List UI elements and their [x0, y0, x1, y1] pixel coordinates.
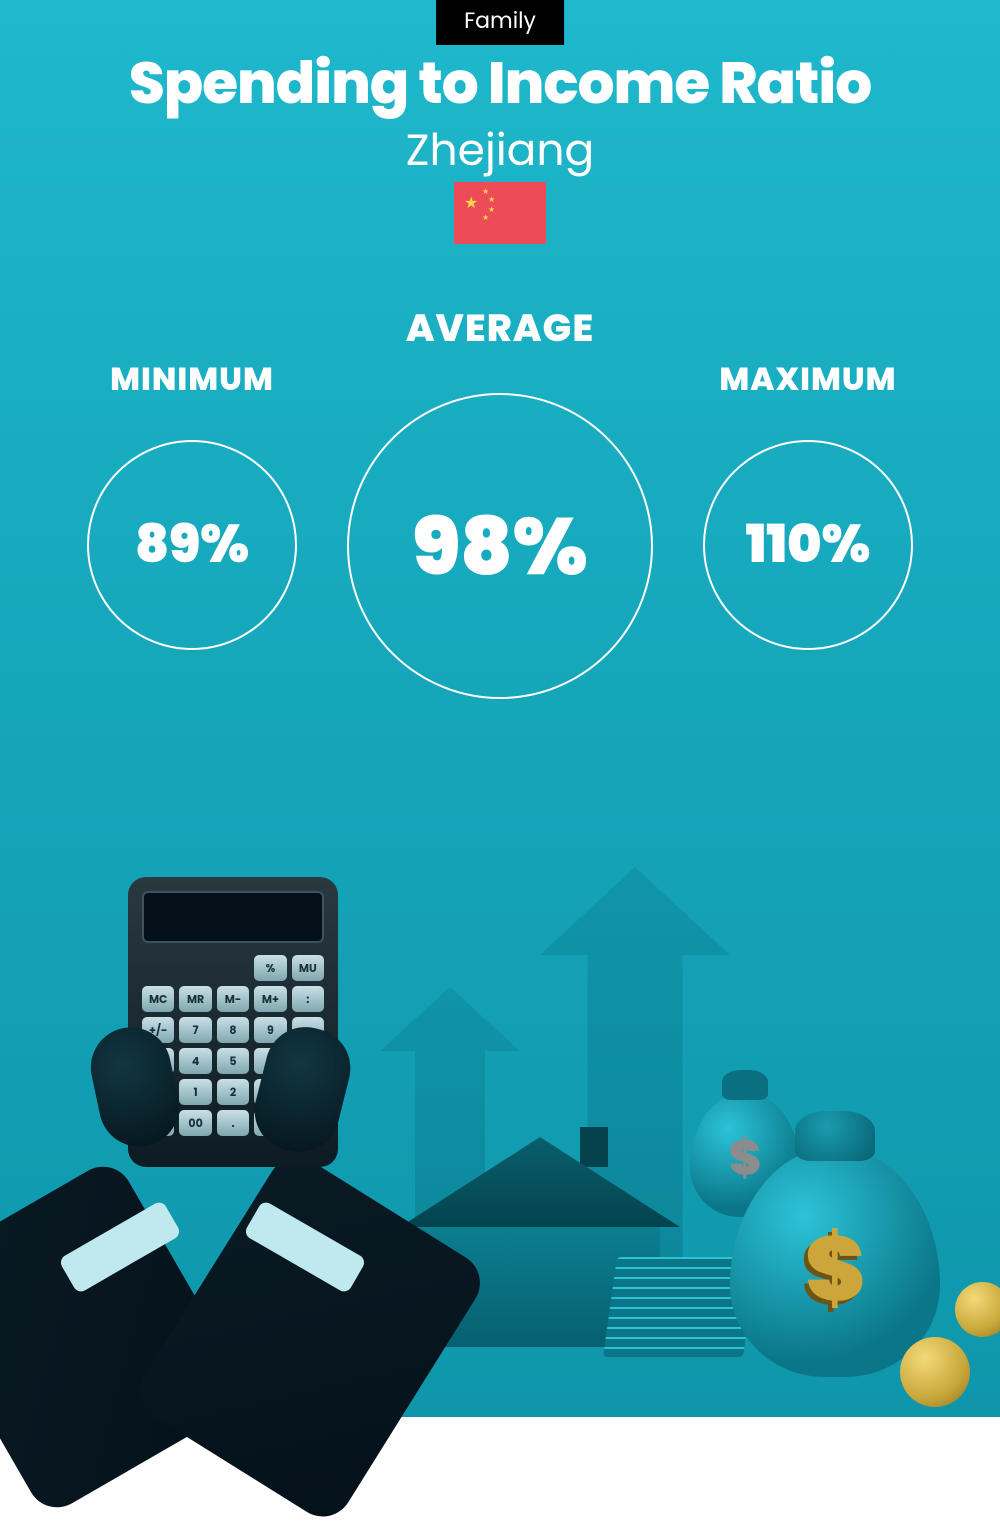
stat-minimum-value: 89%	[87, 440, 297, 650]
category-badge: Family	[436, 0, 564, 45]
stat-maximum: MAXIMUM 110%	[703, 300, 913, 650]
region-subtitle: Zhejiang	[0, 118, 1000, 183]
page-title: Spending to Income Ratio	[0, 40, 1000, 127]
stat-average-value: 98%	[347, 393, 653, 699]
stat-average: AVERAGE 98%	[347, 300, 653, 699]
china-flag-icon: ★ ★ ★ ★ ★	[454, 182, 546, 244]
stat-minimum-label: MINIMUM	[110, 356, 274, 404]
stat-minimum: MINIMUM 89%	[87, 300, 297, 650]
stat-maximum-label: MAXIMUM	[719, 356, 896, 404]
stat-average-label: AVERAGE	[406, 300, 594, 357]
stat-maximum-value: 110%	[703, 440, 913, 650]
stats-row: MINIMUM 89% AVERAGE 98% MAXIMUM 110%	[0, 300, 1000, 699]
